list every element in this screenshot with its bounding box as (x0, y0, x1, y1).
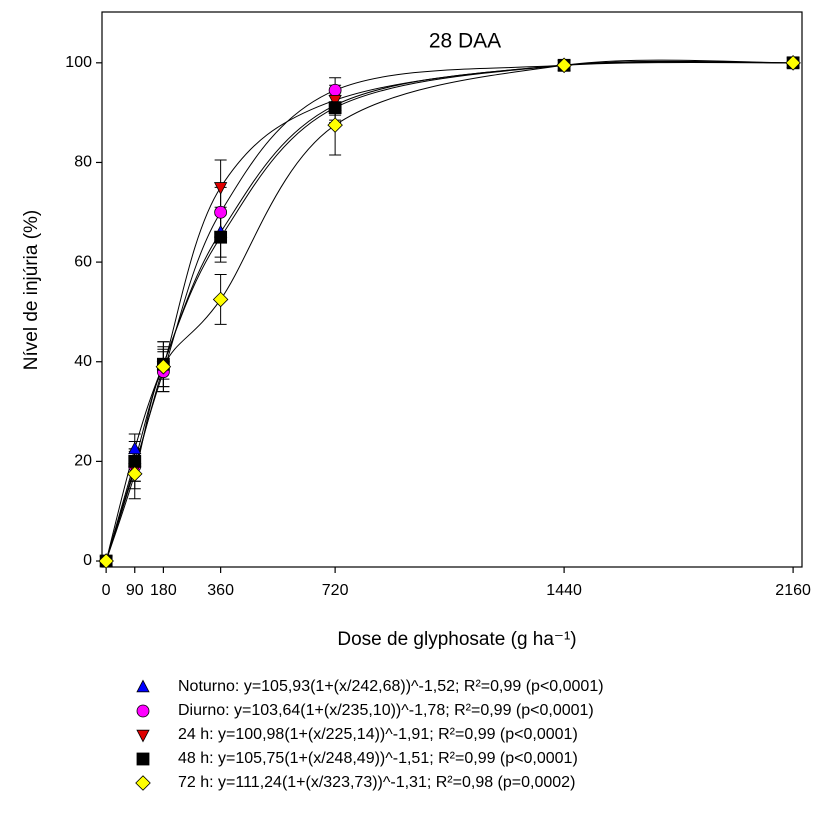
x-tick-label: 720 (322, 582, 349, 599)
fit-curve (105, 60, 794, 562)
point (328, 83, 342, 97)
fit-curve (105, 60, 794, 562)
legend-label: 24 h: y=100,98(1+(x/225,14))^-1,91; R²=0… (178, 726, 578, 743)
x-axis-label: Dose de glyphosate (g ha⁻¹) (337, 629, 576, 650)
y-tick-label: 40 (74, 353, 92, 370)
y-tick-label: 100 (65, 54, 92, 71)
y-tick-label: 80 (74, 154, 92, 171)
legend-marker (136, 704, 150, 718)
plot-frame (101, 11, 803, 568)
y-tick-label: 0 (83, 552, 92, 569)
y-tick-label: 20 (74, 453, 92, 470)
x-tick-label: 90 (126, 582, 144, 599)
legend-label: 72 h: y=111,24(1+(x/323,73))^-1,31; R²=0… (178, 774, 575, 791)
x-tick-label: 2160 (775, 582, 811, 599)
fit-curve (105, 59, 794, 562)
point (214, 230, 228, 244)
point (785, 55, 801, 71)
y-tick-label: 60 (74, 253, 92, 270)
legend-label: 48 h: y=105,75(1+(x/248,49))^-1,51; R²=0… (178, 750, 578, 767)
point (328, 94, 342, 108)
x-tick-label: 0 (102, 582, 111, 599)
legend-marker (135, 775, 151, 791)
point (128, 454, 142, 468)
point (327, 117, 343, 133)
point (98, 553, 114, 569)
legend-marker (136, 729, 150, 743)
legend-label: Diurno: y=103,64(1+(x/235,10))^-1,78; R²… (178, 702, 594, 719)
y-axis-label: Nível de injúria (%) (21, 210, 42, 371)
point (328, 101, 342, 115)
point (213, 182, 228, 195)
x-tick-label: 1440 (546, 582, 582, 599)
point (155, 358, 172, 375)
legend-label: Noturno: y=105,93(1+(x/242,68))^-1,52; R… (178, 678, 604, 695)
point (556, 57, 572, 74)
point (128, 441, 142, 455)
fit-curve (105, 61, 794, 562)
fit-curve (105, 62, 794, 562)
point (212, 291, 229, 308)
legend-marker (136, 679, 150, 693)
x-tick-label: 360 (207, 582, 234, 599)
point (126, 466, 143, 482)
legend-marker (136, 752, 150, 766)
point (214, 205, 228, 219)
x-tick-label: 180 (150, 582, 177, 599)
chart-title: 28 DAA (429, 30, 501, 53)
